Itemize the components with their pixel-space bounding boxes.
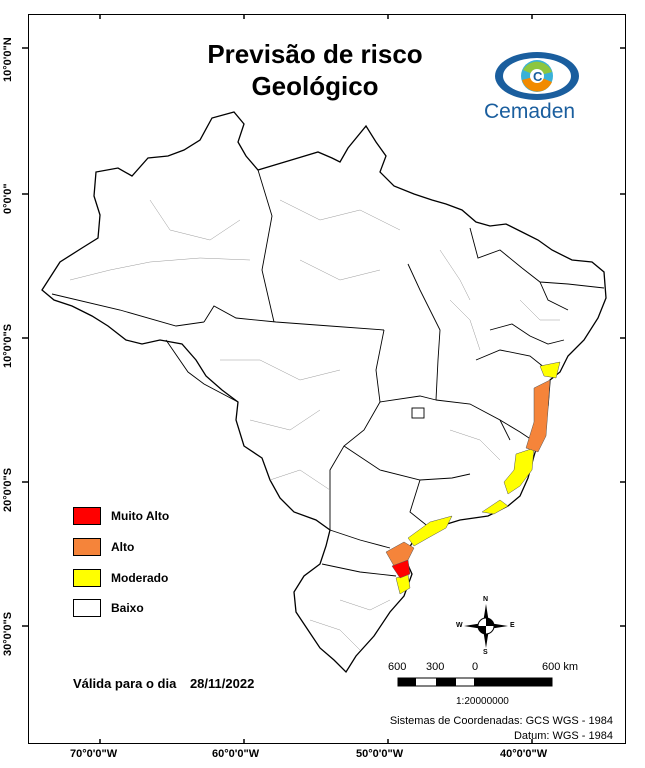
legend-item-baixo: Baixo <box>73 599 273 619</box>
map-frame <box>28 14 626 744</box>
validity-label: Válida para o dia <box>73 676 177 691</box>
legend-swatch <box>73 507 101 525</box>
legend-label: Alto <box>111 540 135 554</box>
compass-e-label: E <box>510 622 515 629</box>
datum-text: Datum: WGS - 1984 <box>513 730 613 742</box>
lon-label-70w: 70°0'0"W <box>70 748 118 760</box>
scale-ratio: 1:20000000 <box>456 696 509 707</box>
compass-n-label: N <box>483 596 489 603</box>
coordinate-system-text: Sistemas de Coordenadas: GCS WGS - 1984 <box>389 715 613 727</box>
validity-text: Válida para o dia 28/11/2022 <box>73 676 264 691</box>
svg-text:C: C <box>533 69 543 84</box>
legend-swatch <box>73 538 101 556</box>
legend-label: Muito Alto <box>111 509 170 523</box>
brazil-outline <box>41 111 607 674</box>
compass-s-label: S <box>483 649 488 656</box>
lon-label-60w: 60°0'0"W <box>212 748 260 760</box>
coordinate-info: Sistemas de Coordenadas: GCS WGS - 1984 … <box>355 714 613 744</box>
risk-moderado-areas <box>395 361 561 595</box>
scale-label-300: 300 <box>426 661 445 673</box>
frame-ticks <box>22 14 626 744</box>
legend-item-moderado: Moderado <box>73 569 273 589</box>
legend-swatch <box>73 569 101 587</box>
cemaden-logo-text: Cemaden <box>484 100 576 123</box>
df-outline <box>411 407 425 419</box>
validity-date: 28/11/2022 <box>189 676 255 691</box>
risk-alto-areas <box>385 379 551 567</box>
legend-label: Moderado <box>111 571 169 585</box>
title-line-2: Geológico <box>251 71 379 101</box>
compass-rose-icon <box>464 604 508 648</box>
legend-swatch <box>73 599 101 617</box>
risk-muito-alto-areas <box>391 559 411 579</box>
scale-label-600km: 600 km <box>542 661 579 673</box>
compass-w-label: W <box>456 622 463 629</box>
legend-item-muito-alto: Muito Alto <box>73 507 273 527</box>
region-borders <box>69 199 560 651</box>
legend-label: Baixo <box>111 601 144 615</box>
lon-label-40w: 40°0'0"W <box>500 748 548 760</box>
title-line-1: Previsão de risco <box>207 39 423 69</box>
scale-label-0: 0 <box>472 661 479 673</box>
legend-item-alto: Alto <box>73 538 273 558</box>
scale-bar <box>397 677 553 687</box>
scale-label-600: 600 <box>388 661 407 673</box>
lon-label-50w: 50°0'0"W <box>356 748 404 760</box>
cemaden-logo-icon: C <box>495 52 579 100</box>
map-title: Previsão de risco Geológico <box>150 38 480 102</box>
state-borders <box>51 169 605 577</box>
